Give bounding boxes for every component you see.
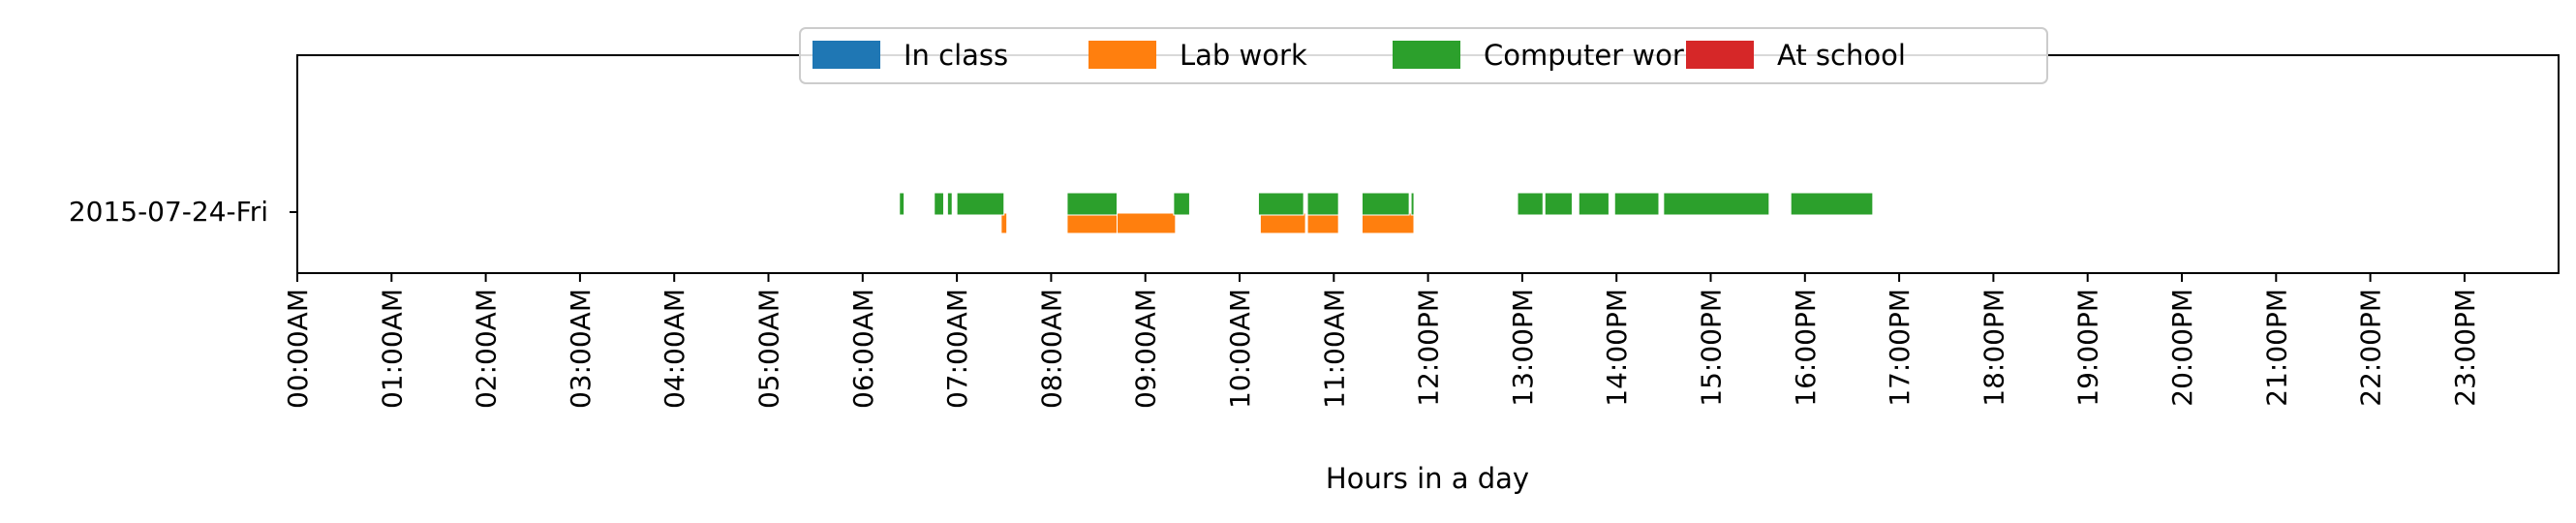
x-tick-label: 00:00AM xyxy=(282,289,314,409)
interval-bar xyxy=(899,192,905,216)
x-tick-label: 06:00AM xyxy=(847,289,879,409)
x-tick-label: 08:00AM xyxy=(1035,289,1067,409)
x-tick-label: 10:00AM xyxy=(1224,289,1256,409)
interval-bar xyxy=(946,192,953,216)
x-tick-label: 19:00PM xyxy=(2072,289,2104,407)
interval-bar xyxy=(1306,192,1339,216)
interval-bar xyxy=(1578,192,1610,216)
activity-bars xyxy=(899,192,1874,234)
x-tick-label: 17:00PM xyxy=(1884,289,1916,407)
x-tick-label: 21:00PM xyxy=(2260,289,2292,407)
interval-bar xyxy=(1361,212,1415,234)
legend-label: At school xyxy=(1777,39,1906,72)
x-tick-label: 04:00AM xyxy=(659,289,690,409)
x-tick-label: 13:00PM xyxy=(1507,289,1539,407)
plot-frame xyxy=(296,54,2560,274)
x-tick-label: 14:00PM xyxy=(1601,289,1633,407)
interval-bar xyxy=(1790,192,1874,216)
x-tick-label: 16:00PM xyxy=(1790,289,1822,407)
x-axis-label: Hours in a day xyxy=(1326,462,1529,495)
interval-bar xyxy=(1066,212,1119,234)
interval-bar xyxy=(1173,192,1190,216)
legend: In class Lab work Computer work At school xyxy=(799,27,2048,84)
x-tick-label: 12:00PM xyxy=(1413,289,1445,407)
interval-bar xyxy=(1361,192,1410,216)
x-tick-label: 01:00AM xyxy=(376,289,408,409)
x-tick-label: 15:00PM xyxy=(1696,289,1728,407)
legend-swatch xyxy=(813,41,880,69)
x-tick-label: 09:00AM xyxy=(1130,289,1162,409)
interval-bar xyxy=(1117,212,1177,234)
interval-bar xyxy=(1257,192,1304,216)
legend-swatch xyxy=(1393,41,1460,69)
legend-label: Computer work xyxy=(1484,39,1701,72)
interval-bar xyxy=(956,192,1005,216)
x-tick-label: 07:00AM xyxy=(941,289,973,409)
x-tick-label: 03:00AM xyxy=(565,289,597,409)
x-tick-label: 05:00AM xyxy=(753,289,785,409)
legend-label: Lab work xyxy=(1180,39,1307,72)
x-tick-label: 11:00AM xyxy=(1318,289,1350,409)
interval-bar xyxy=(1000,212,1008,234)
legend-label: In class xyxy=(904,39,1008,72)
interval-bar xyxy=(1259,212,1306,234)
interval-bar xyxy=(1306,212,1339,234)
x-tick-label: 18:00PM xyxy=(1978,289,2009,407)
legend-swatch xyxy=(1686,41,1754,69)
x-tick-label: 22:00PM xyxy=(2355,289,2387,407)
interval-bar xyxy=(1410,192,1415,216)
interval-bar xyxy=(1663,192,1770,216)
y-tick-label: 2015-07-24-Fri xyxy=(69,196,268,228)
interval-bar xyxy=(934,192,944,216)
interval-bar xyxy=(1544,192,1573,216)
interval-bar xyxy=(1613,192,1660,216)
interval-bar xyxy=(1066,192,1119,216)
x-tick-label: 02:00AM xyxy=(471,289,503,409)
x-axis: 00:00AM 01:00AM 02:00AM 03:00AM 04:00AM 05:00… xyxy=(282,273,2481,409)
x-tick-label: 23:00PM xyxy=(2449,289,2481,407)
legend-swatch xyxy=(1089,41,1156,69)
y-axis: 2015-07-24-Fri xyxy=(69,196,297,228)
interval-bar xyxy=(1517,192,1544,216)
x-tick-label: 20:00PM xyxy=(2166,289,2198,407)
